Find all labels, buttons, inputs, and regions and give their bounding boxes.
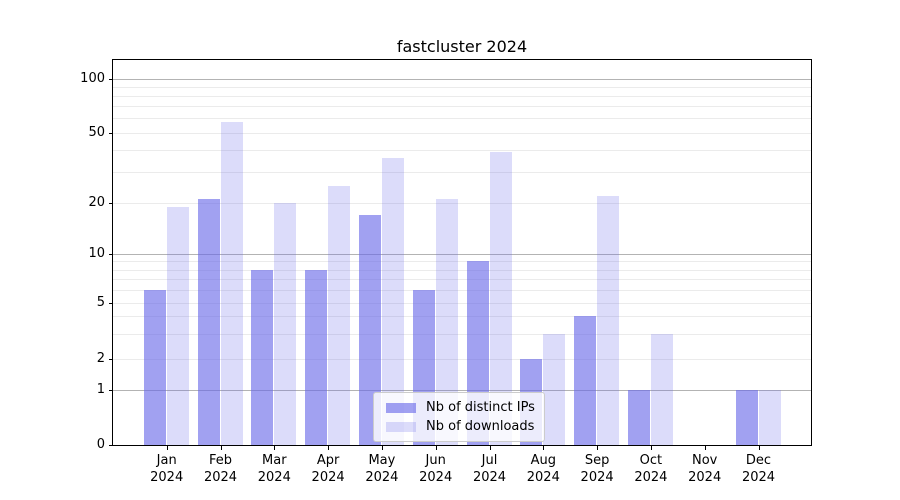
x-tick-label: May 2024 [365, 453, 399, 485]
minor-gridline [113, 333, 811, 335]
chart-title: fastcluster 2024 [396, 37, 528, 56]
y-tick-mark [109, 132, 113, 134]
x-tick-label: Jan 2024 [150, 453, 184, 485]
x-tick-label: Aug 2024 [526, 453, 560, 485]
minor-gridline [113, 269, 811, 271]
legend-swatch-distinct-ips [386, 402, 416, 413]
minor-gridline [113, 279, 811, 281]
bar-downloads [381, 157, 404, 445]
minor-gridline [113, 203, 811, 204]
y-tick-mark [109, 302, 113, 304]
y-tick-mark [109, 203, 113, 204]
bar-downloads [758, 390, 781, 445]
bar-distinct-ips [143, 289, 166, 445]
x-tick-mark [543, 446, 545, 450]
x-tick-label: Jun 2024 [419, 453, 453, 485]
y-tick-label: 1 [96, 382, 105, 397]
bar-downloads [597, 195, 620, 445]
bar-downloads [274, 203, 297, 445]
bar-distinct-ips [305, 269, 328, 445]
x-tick-label: Apr 2024 [311, 453, 345, 485]
legend: Nb of distinct IPs Nb of downloads [373, 392, 545, 442]
minor-gridline [113, 261, 811, 263]
x-tick-label: Nov 2024 [688, 453, 722, 485]
y-tick-label: 10 [88, 246, 105, 261]
minor-gridline [113, 302, 811, 304]
bar-downloads [543, 333, 566, 445]
x-tick-mark [166, 446, 168, 450]
x-tick-mark [489, 446, 491, 450]
minor-gridline [113, 171, 811, 173]
x-tick-label: Sep 2024 [580, 453, 614, 485]
minor-gridline [113, 289, 811, 291]
y-tick-label: 50 [88, 124, 105, 140]
bar-distinct-ips [735, 390, 758, 445]
major-gridline [113, 78, 811, 80]
bar-distinct-ips [574, 316, 597, 445]
y-tick-label: 5 [96, 294, 105, 310]
x-tick-label: Jul 2024 [472, 453, 507, 485]
legend-swatch-downloads [386, 421, 416, 432]
y-tick-mark [109, 78, 113, 80]
legend-item-downloads: Nb of downloads [386, 417, 544, 436]
major-gridline [113, 390, 811, 391]
y-tick-label: 0 [96, 437, 105, 452]
bar-distinct-ips [358, 214, 381, 445]
bar-downloads [650, 333, 673, 445]
x-tick-mark [381, 446, 383, 450]
legend-item-distinct-ips: Nb of distinct IPs [386, 398, 544, 417]
x-tick-mark [704, 446, 706, 450]
x-tick-label: Mar 2024 [257, 453, 291, 485]
x-tick-mark [597, 446, 599, 450]
x-tick-mark [328, 446, 330, 450]
y-tick-mark [109, 254, 113, 255]
x-tick-mark [274, 446, 276, 450]
bar-downloads [166, 206, 189, 445]
minor-gridline [113, 86, 811, 88]
x-tick-mark [758, 446, 760, 450]
legend-label-downloads: Nb of downloads [426, 419, 535, 434]
major-gridline [113, 254, 811, 255]
legend-label-distinct-ips: Nb of distinct IPs [426, 400, 535, 415]
bar-distinct-ips [627, 390, 650, 445]
y-tick-label: 2 [96, 350, 105, 366]
bar-downloads [328, 185, 351, 445]
plot-area: Nb of distinct IPs Nb of downloads [112, 59, 812, 446]
bar-distinct-ips [197, 199, 220, 445]
y-tick-mark [109, 445, 113, 446]
bar-downloads [220, 122, 243, 445]
x-tick-mark [435, 446, 437, 450]
x-tick-mark [220, 446, 222, 450]
minor-gridline [113, 316, 811, 318]
minor-gridline [113, 132, 811, 134]
minor-gridline [113, 358, 811, 360]
y-tick-mark [109, 358, 113, 360]
x-tick-label: Feb 2024 [203, 453, 238, 485]
minor-gridline [113, 106, 811, 108]
y-tick-label: 100 [80, 70, 105, 86]
y-tick-mark [109, 390, 113, 391]
x-tick-mark [650, 446, 652, 450]
minor-gridline [113, 118, 811, 120]
bar-downloads [489, 151, 512, 445]
minor-gridline [113, 95, 811, 97]
bar-distinct-ips [251, 269, 274, 445]
bar-downloads [435, 199, 458, 445]
x-tick-label: Oct 2024 [634, 453, 668, 485]
x-tick-label: Dec 2024 [741, 453, 776, 485]
y-tick-label: 20 [88, 195, 105, 210]
minor-gridline [113, 149, 811, 151]
